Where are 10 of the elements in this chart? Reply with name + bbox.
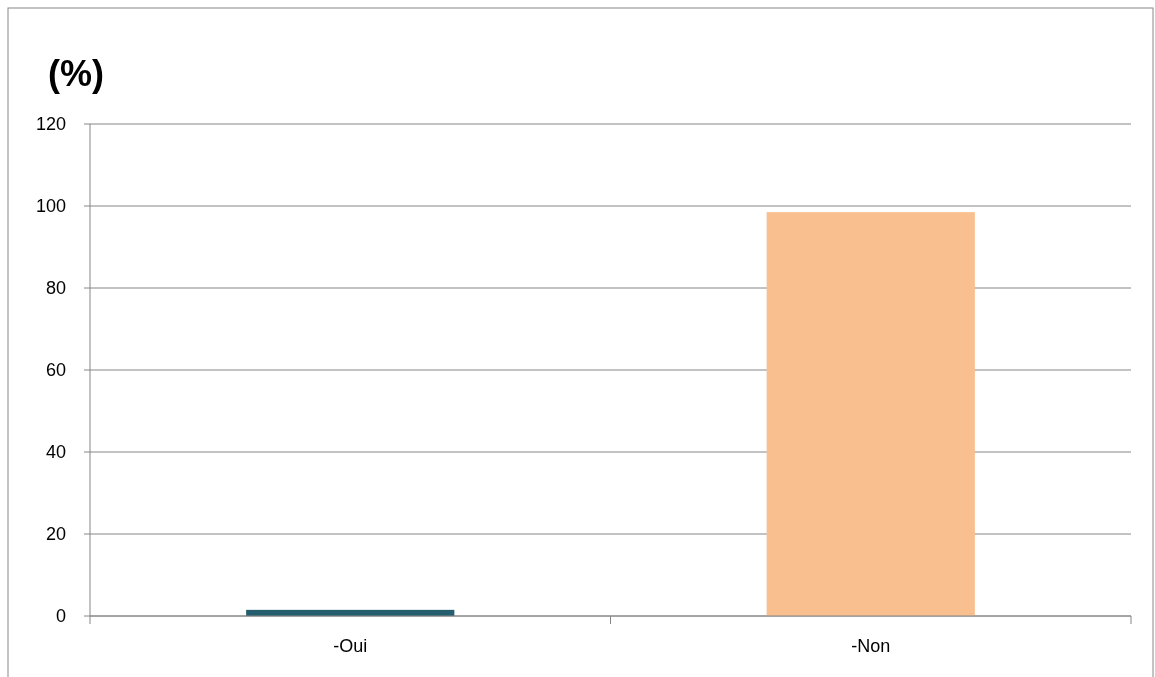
x-tick-label: -Non <box>851 636 891 656</box>
y-axis-title: (%) <box>48 53 104 94</box>
y-tick-label: 60 <box>45 360 66 381</box>
x-tick-label: -Oui <box>333 636 368 656</box>
y-tick-label: 20 <box>45 524 66 545</box>
y-tick-label: 0 <box>55 606 66 627</box>
y-tick-label: 120 <box>35 114 66 135</box>
y-tick-label: 100 <box>35 196 66 217</box>
y-tick-label: 80 <box>45 278 66 299</box>
y-tick-label: 40 <box>45 442 66 463</box>
